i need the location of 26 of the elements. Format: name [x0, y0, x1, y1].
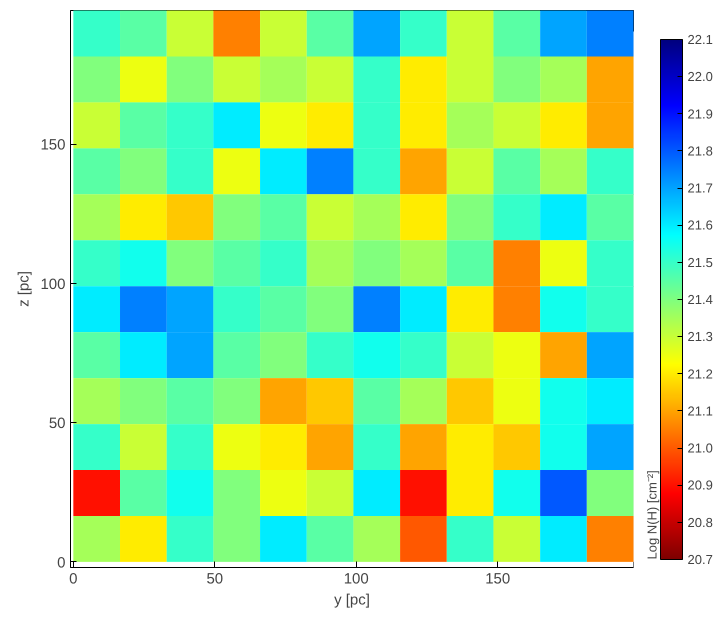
color-bar-label: 20.7: [688, 552, 713, 567]
color-bar-label: 21.5: [688, 254, 713, 270]
x-axis-title: y [pc]: [334, 592, 370, 608]
x-tick-label: 150: [485, 570, 510, 588]
color-bar-label: 21.7: [688, 180, 713, 196]
color-bar-label: 21.9: [688, 106, 713, 122]
color-bar-label: 22.1: [688, 32, 713, 47]
color-bar-label: 21.2: [688, 366, 713, 382]
y-tick-label: 0: [57, 554, 66, 572]
color-bar-label: 21.8: [688, 143, 713, 158]
color-bar-label: 21.6: [688, 218, 713, 233]
y-tick-label: 50: [48, 415, 66, 432]
color-bar-label: 20.9: [688, 478, 713, 493]
color-bar-label: 21.3: [688, 329, 713, 344]
color-bar-label: 20.8: [688, 514, 713, 530]
x-tick-label: 50: [206, 570, 224, 588]
color-bar-label: 22.0: [688, 69, 713, 84]
color-bar-title: Log N(H) [cm⁻²]: [644, 470, 660, 560]
x-tick-label: 0: [69, 570, 78, 588]
color-bar-label: 21.1: [688, 403, 713, 418]
y-axis-title: z [pc]: [15, 271, 32, 307]
y-tick-label: 150: [40, 136, 66, 154]
color-bar-label: 21.4: [688, 292, 713, 307]
x-tick-label: 100: [344, 570, 369, 588]
color-bar-label: 21.0: [688, 440, 713, 456]
y-tick-label: 100: [40, 276, 66, 293]
